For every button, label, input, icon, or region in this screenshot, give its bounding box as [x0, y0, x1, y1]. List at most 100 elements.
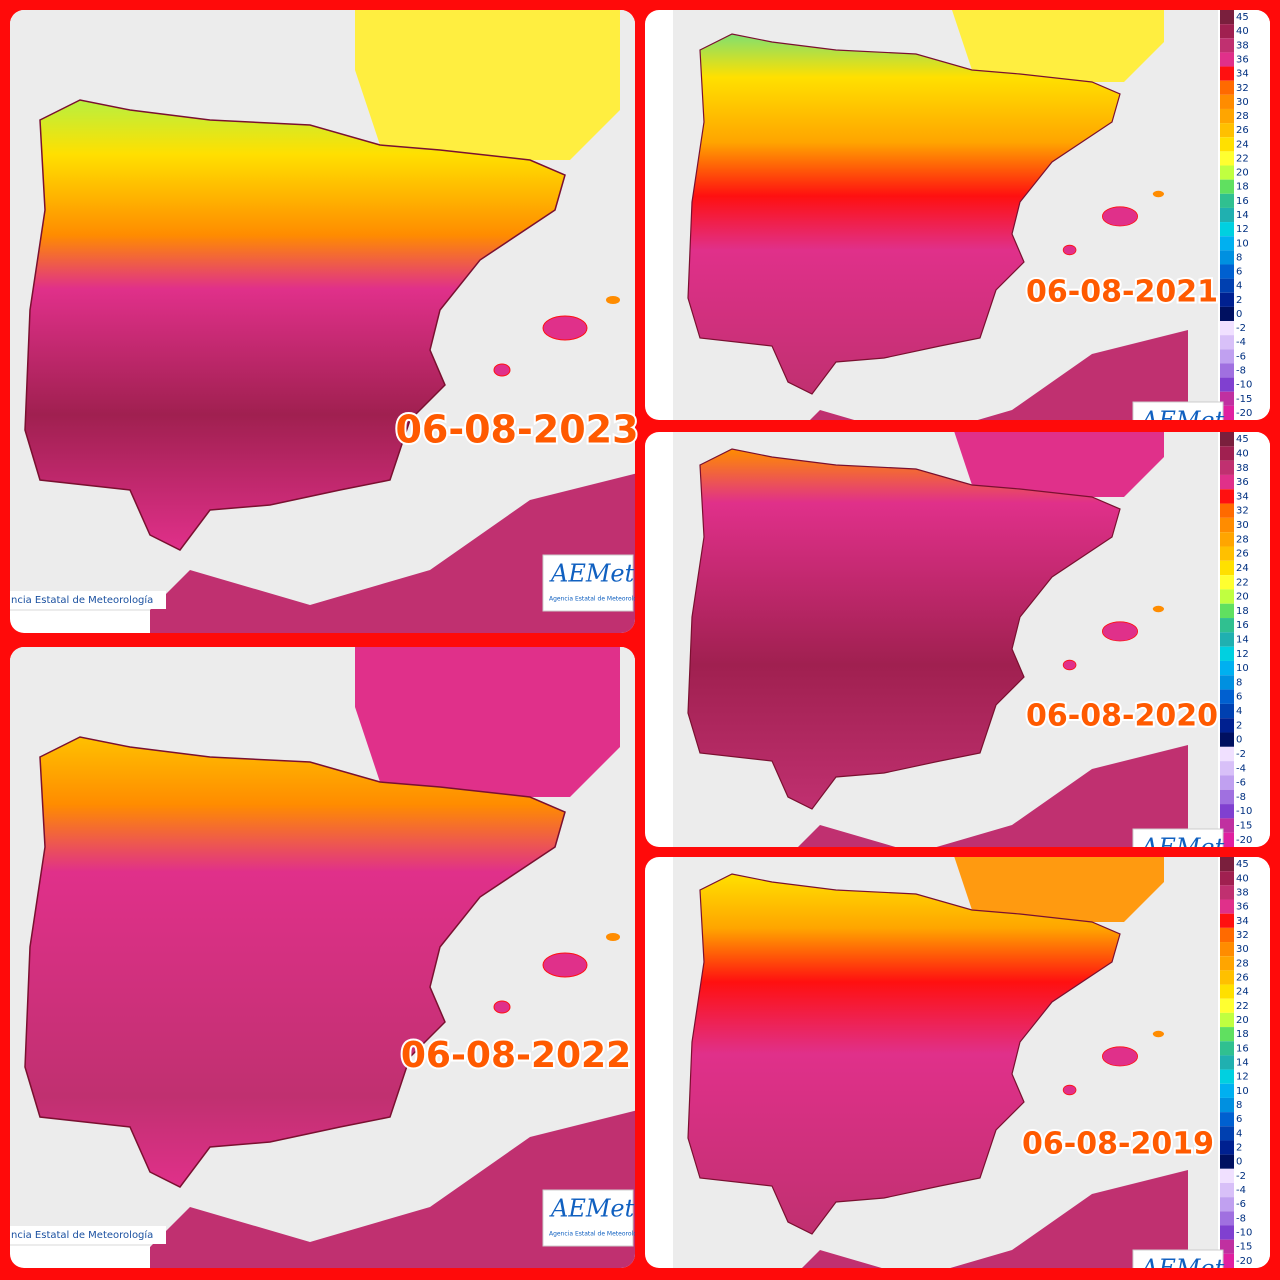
- legend-label: 30: [1236, 520, 1249, 531]
- map: [687, 10, 1188, 420]
- legend-swatch: [1220, 589, 1234, 604]
- logo-box: [542, 554, 634, 612]
- france: [355, 10, 620, 160]
- legend-label: 12: [1236, 1072, 1249, 1083]
- island: [1062, 244, 1077, 256]
- map: [687, 432, 1188, 847]
- island: [606, 296, 620, 304]
- legend-label: 10: [1236, 663, 1249, 674]
- legend-label: 45: [1236, 12, 1249, 23]
- france: [355, 647, 620, 797]
- legend-swatch: [1220, 1055, 1234, 1070]
- legend-swatch: [1220, 718, 1234, 733]
- date-label: 06-08-2023: [395, 408, 638, 452]
- date-label: 06-08-2019: [1022, 1127, 1214, 1162]
- legend-swatch: [1220, 1140, 1234, 1155]
- legend-swatch: [1220, 1168, 1234, 1183]
- legend-label: -4: [1236, 1185, 1246, 1196]
- legend-label: -15: [1236, 1242, 1252, 1253]
- legend-swatch: [1220, 927, 1234, 943]
- legend-swatch: [1220, 1097, 1234, 1113]
- logo-box: [542, 1189, 634, 1247]
- legend-swatch: [1220, 632, 1234, 647]
- legend-label: 30: [1236, 944, 1249, 955]
- legend-label: 0: [1236, 309, 1242, 320]
- legend-label: 10: [1236, 1086, 1249, 1097]
- legend-label: -10: [1236, 380, 1252, 391]
- legend-swatch: [1220, 532, 1234, 547]
- legend-swatch: [1220, 474, 1234, 490]
- legend-label: -20: [1236, 1256, 1252, 1267]
- legend-label: 28: [1236, 534, 1249, 545]
- legend-swatch: [1220, 913, 1234, 928]
- logo: AEMet: [1139, 407, 1225, 435]
- legend-label: 8: [1236, 1100, 1242, 1111]
- legend-swatch: [1220, 306, 1234, 322]
- legend-label: 6: [1236, 692, 1242, 703]
- island: [1062, 1084, 1077, 1096]
- legend-label: 30: [1236, 97, 1249, 108]
- legend-swatch: [1220, 1126, 1234, 1141]
- legend-label: 0: [1236, 735, 1242, 746]
- legend-label: 20: [1236, 592, 1249, 603]
- legend-label: -2: [1236, 749, 1246, 760]
- legend-swatch: [1220, 24, 1234, 39]
- legend-label: -15: [1236, 821, 1252, 832]
- legend-label: -6: [1236, 351, 1246, 362]
- legend-label: 32: [1236, 506, 1249, 517]
- legend-label: 24: [1236, 139, 1249, 150]
- legend-swatch: [1220, 1041, 1234, 1056]
- legend-swatch: [1220, 335, 1234, 350]
- legend-swatch: [1220, 377, 1234, 392]
- legend-label: 26: [1236, 125, 1249, 136]
- map: [24, 647, 635, 1268]
- credit: ncia Estatal de Meteorología: [11, 1229, 153, 1241]
- credit-box: [10, 1226, 166, 1244]
- island: [1062, 659, 1077, 671]
- legend-swatch: [1220, 236, 1234, 251]
- legend-swatch: [1220, 1012, 1234, 1028]
- legend-swatch: [1220, 489, 1234, 504]
- legend-swatch: [1220, 52, 1234, 67]
- legend-swatch: [1220, 970, 1234, 985]
- legend-label: 20: [1236, 1015, 1249, 1026]
- legend-label: 45: [1236, 859, 1249, 870]
- legend-swatch: [1220, 1197, 1234, 1212]
- legend-swatch: [1220, 1083, 1234, 1098]
- credit-box: [10, 591, 166, 609]
- legend-swatch: [1220, 151, 1234, 166]
- legend-swatch: [1220, 761, 1234, 776]
- legend-label: 6: [1236, 267, 1242, 278]
- legend-swatch: [1220, 222, 1234, 237]
- legend-label: 22: [1236, 577, 1249, 588]
- legend-label: 24: [1236, 563, 1249, 574]
- legend-swatch: [1220, 689, 1234, 704]
- legend-swatch: [1220, 123, 1234, 138]
- island: [1102, 206, 1139, 227]
- legend-label: 28: [1236, 958, 1249, 969]
- france: [952, 10, 1164, 82]
- legend-label: 38: [1236, 40, 1249, 51]
- map: [24, 10, 635, 633]
- legend-swatch: [1220, 575, 1234, 590]
- legend-label: 26: [1236, 549, 1249, 560]
- legend-label: 36: [1236, 902, 1249, 913]
- island: [1102, 621, 1139, 642]
- legend-swatch: [1220, 321, 1234, 336]
- legend-swatch: [1220, 871, 1234, 886]
- legend-swatch: [1220, 1182, 1234, 1198]
- legend-label: 38: [1236, 887, 1249, 898]
- legend-swatch: [1220, 193, 1234, 208]
- legend-label: 12: [1236, 224, 1249, 235]
- logo: AEMet: [1139, 834, 1225, 862]
- logo: AEMet: [549, 1195, 635, 1223]
- logo-subtitle: Agencia Estatal de Meteorología: [549, 1231, 646, 1238]
- legend-label: 34: [1236, 916, 1249, 927]
- legend-swatch: [1220, 165, 1234, 180]
- legend-label: 18: [1236, 606, 1249, 617]
- legend-swatch: [1220, 1027, 1234, 1042]
- legend-swatch: [1220, 703, 1234, 719]
- legend-label: -20: [1236, 835, 1252, 846]
- legend-swatch: [1220, 38, 1234, 53]
- legend-swatch: [1220, 546, 1234, 561]
